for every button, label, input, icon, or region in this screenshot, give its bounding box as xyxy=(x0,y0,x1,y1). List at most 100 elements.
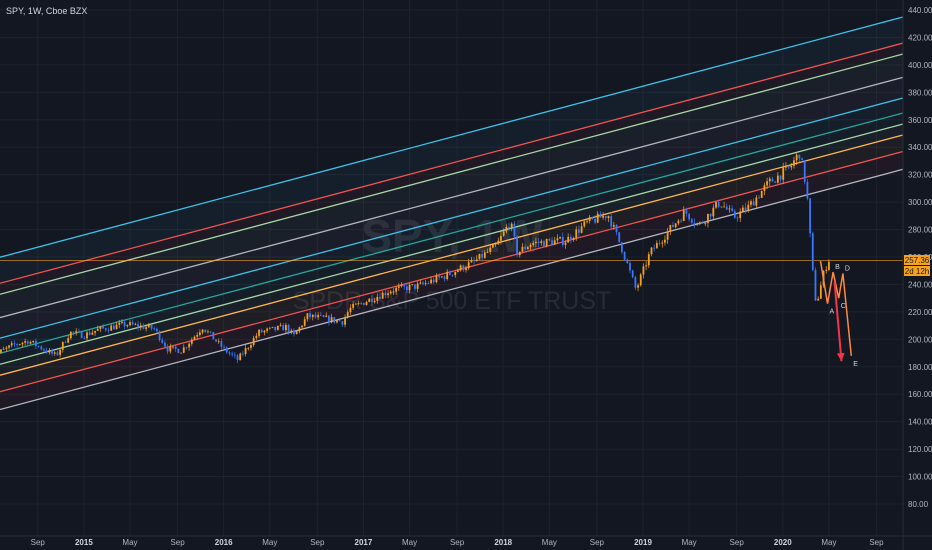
x-tick-label: Sep xyxy=(869,538,884,547)
candle-body xyxy=(448,271,451,275)
last-price-tag-bg xyxy=(904,255,930,265)
candle-body xyxy=(817,298,820,301)
candle-body xyxy=(639,274,642,286)
candle-body xyxy=(451,274,454,276)
channel-band xyxy=(0,97,903,354)
x-tick-label: 2015 xyxy=(75,538,93,547)
candle-body xyxy=(59,349,62,355)
candle-body xyxy=(551,240,553,245)
channel-band xyxy=(0,151,903,410)
candle-body xyxy=(56,352,59,355)
candle-body xyxy=(776,175,779,183)
candle-body xyxy=(486,251,489,253)
elliott-wave-projection[interactable]: A B C D E xyxy=(819,260,859,368)
candle-body xyxy=(172,346,174,348)
candle-body xyxy=(747,204,750,211)
candle-body xyxy=(545,239,548,247)
wave-label: A xyxy=(830,309,835,316)
candle-body xyxy=(774,181,777,183)
candle-body xyxy=(223,346,225,348)
candle-body xyxy=(298,327,301,332)
candle-body xyxy=(236,355,239,361)
y-tick-label: 140.00 xyxy=(908,418,932,427)
candle-body xyxy=(354,303,357,305)
candle-body xyxy=(400,284,403,287)
y-tick-label: 240.00 xyxy=(908,280,932,289)
candle-body xyxy=(325,315,328,317)
candle-body xyxy=(5,347,8,349)
price-axis[interactable]: 80.00 100.00 120.00 140.00 160.00 180.00 200.0… xyxy=(902,0,932,550)
time-axis[interactable]: Sep 2015 May Sep 2016 May Sep 2017 May Sep 2018 May… xyxy=(0,535,932,547)
y-tick-label: 380.00 xyxy=(908,88,932,97)
candle-body xyxy=(416,283,419,289)
candle-body xyxy=(276,325,279,330)
candle-body xyxy=(524,246,527,250)
channel-line xyxy=(0,112,904,354)
candle-body xyxy=(440,276,443,278)
candle-body xyxy=(266,328,268,331)
x-tick-label: Sep xyxy=(170,538,185,547)
candle-body xyxy=(680,220,682,222)
candle-body xyxy=(198,332,201,335)
candle-body xyxy=(169,346,172,352)
candle-body xyxy=(357,303,360,304)
candle-body xyxy=(371,298,373,303)
x-tick-label: May xyxy=(542,538,557,547)
candle-body xyxy=(258,329,260,336)
candle-body xyxy=(338,320,341,322)
candle-body xyxy=(599,213,602,218)
candle-body xyxy=(387,293,389,296)
candle-body xyxy=(53,352,56,354)
candle-body xyxy=(51,349,53,354)
candle-body xyxy=(131,322,134,325)
candle-body xyxy=(717,202,720,207)
candle-body xyxy=(309,313,312,318)
channel-band xyxy=(0,77,903,339)
candle-body xyxy=(231,353,234,355)
symbol-legend[interactable]: SPY, 1W, Cboe BZX xyxy=(6,6,87,16)
candlestick-series xyxy=(0,152,830,364)
regression-channels[interactable] xyxy=(0,16,904,411)
candle-body xyxy=(553,240,556,245)
candle-body xyxy=(650,247,653,255)
candle-body xyxy=(263,330,266,333)
candle-body xyxy=(220,341,223,347)
symbol-label[interactable]: SPY, 1W, Cboe BZX xyxy=(6,6,88,16)
channel-line xyxy=(0,150,904,393)
y-tick-label: 420.00 xyxy=(908,33,932,42)
candle-body xyxy=(26,341,29,344)
x-tick-label: 2018 xyxy=(494,538,512,547)
wave-label: C xyxy=(841,303,846,310)
candle-body xyxy=(698,222,701,224)
candle-body xyxy=(669,225,672,232)
candle-body xyxy=(43,349,45,351)
x-tick-label: May xyxy=(821,538,836,547)
candle-body xyxy=(564,242,567,245)
candle-body xyxy=(207,331,209,333)
candle-body xyxy=(349,307,352,313)
candle-body xyxy=(250,345,252,348)
candle-body xyxy=(319,315,322,316)
channel-band xyxy=(0,135,903,392)
candle-body xyxy=(607,216,610,219)
candle-body xyxy=(427,283,430,284)
candle-body xyxy=(201,329,204,333)
candle-body xyxy=(419,282,422,284)
candle-body xyxy=(561,236,564,245)
candle-body xyxy=(473,259,475,261)
candle-body xyxy=(634,277,637,288)
y-tick-label: 220.00 xyxy=(908,308,932,317)
candle-body xyxy=(629,262,631,271)
candle-body xyxy=(801,158,803,161)
candle-body xyxy=(78,331,80,332)
candle-body xyxy=(763,185,766,191)
candle-body xyxy=(239,353,242,361)
candle-body xyxy=(529,244,532,248)
channel-band xyxy=(0,43,903,295)
candle-body xyxy=(279,325,282,326)
candle-body xyxy=(768,178,771,182)
candle-body xyxy=(99,326,102,329)
candle-body xyxy=(21,342,24,345)
candle-body xyxy=(518,251,521,256)
